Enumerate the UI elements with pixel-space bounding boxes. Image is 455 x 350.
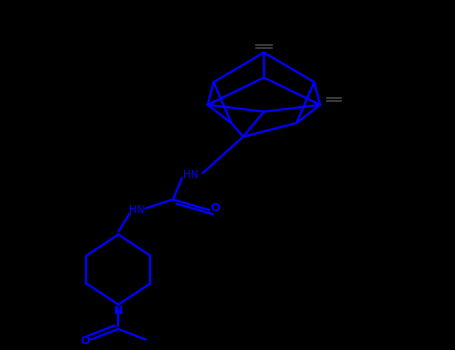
Text: O: O [210,203,219,213]
Text: O: O [81,336,90,346]
Text: HN: HN [129,205,144,215]
Text: HN: HN [183,170,199,180]
Text: N: N [114,306,123,316]
